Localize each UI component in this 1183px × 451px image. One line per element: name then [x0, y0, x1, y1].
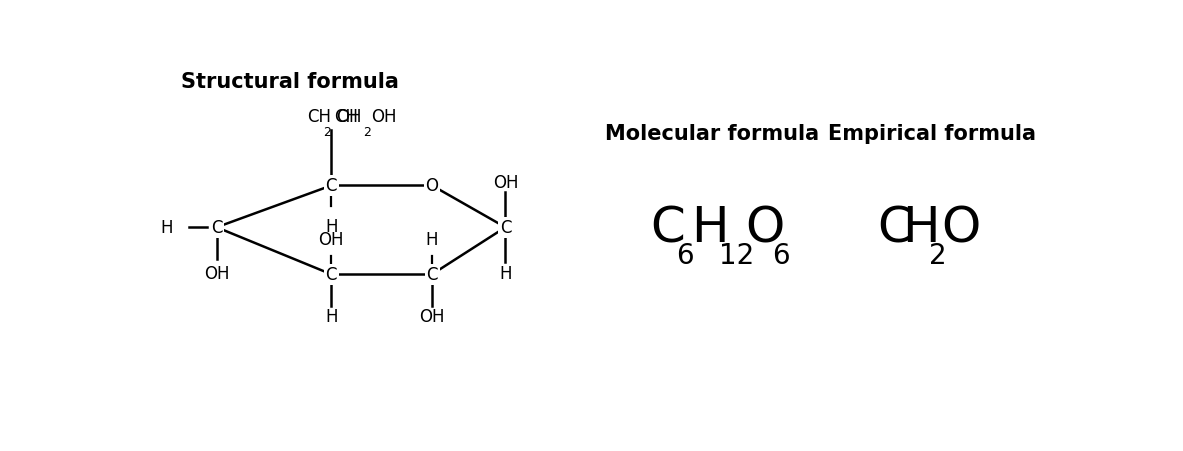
Text: H: H	[691, 204, 728, 252]
Text: C: C	[877, 204, 912, 252]
Text: O: O	[745, 204, 784, 252]
Text: C: C	[426, 266, 438, 284]
Text: H: H	[903, 204, 940, 252]
Text: C: C	[651, 204, 685, 252]
Text: Structural formula: Structural formula	[181, 71, 399, 92]
Text: O: O	[940, 204, 981, 252]
Text: 6: 6	[772, 242, 790, 270]
Text: 2: 2	[323, 126, 331, 139]
Text: H: H	[325, 217, 337, 235]
Text: OH: OH	[419, 307, 445, 325]
Text: 2: 2	[929, 242, 946, 270]
Text: OH: OH	[318, 231, 344, 249]
Text: C: C	[211, 219, 222, 237]
Text: 12: 12	[719, 242, 755, 270]
Text: H: H	[160, 219, 173, 237]
Text: C: C	[325, 266, 337, 284]
Text: OH: OH	[203, 264, 230, 282]
Text: H: H	[325, 307, 337, 325]
Text: 2: 2	[363, 126, 371, 139]
Text: OH: OH	[370, 108, 396, 126]
Text: Empirical formula: Empirical formula	[828, 124, 1036, 144]
Text: OH: OH	[336, 108, 361, 126]
Text: C: C	[499, 219, 511, 237]
Text: H: H	[499, 264, 512, 282]
Text: OH: OH	[492, 174, 518, 192]
Text: Molecular formula: Molecular formula	[605, 124, 819, 144]
Text: 6: 6	[675, 242, 693, 270]
Text: O: O	[426, 177, 439, 195]
Text: CH: CH	[308, 108, 331, 126]
Text: CH: CH	[334, 108, 358, 126]
Text: H: H	[426, 231, 439, 249]
Text: C: C	[325, 177, 337, 195]
